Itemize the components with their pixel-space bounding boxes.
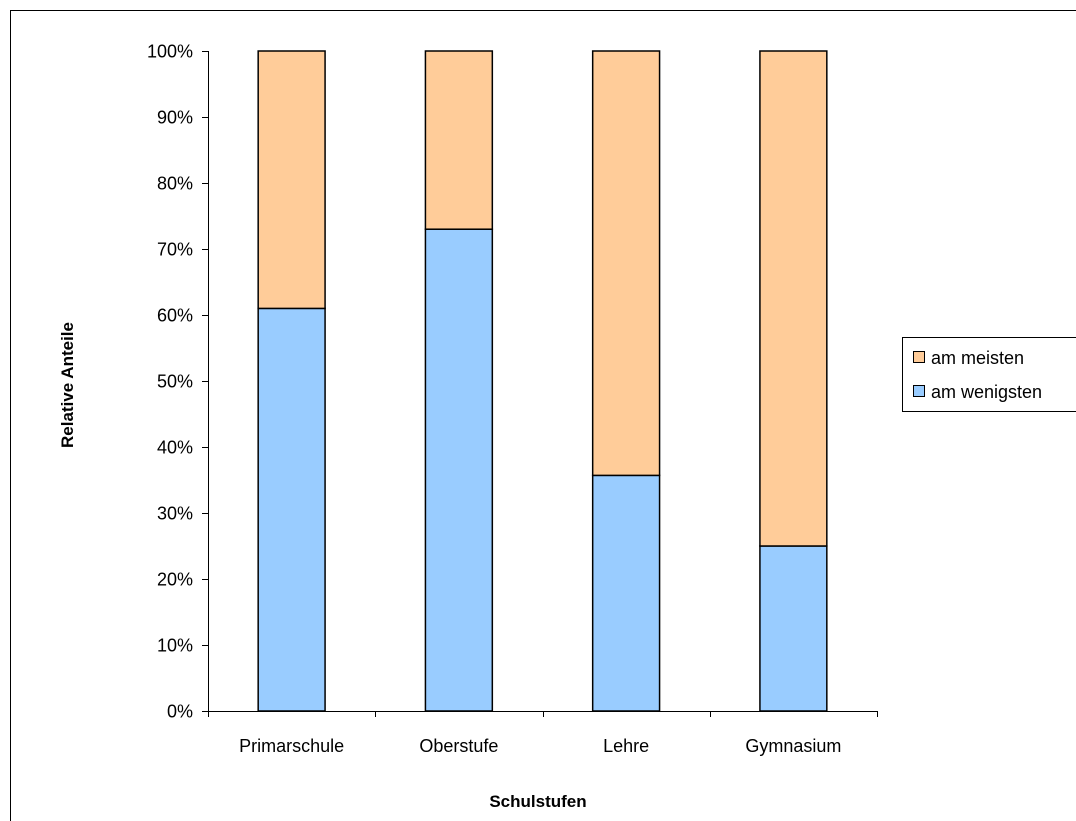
x-tick-label: Lehre <box>603 736 649 756</box>
y-axis: 0% 10% 20% 30% 40% 50% 60% 70% 80% 90% 100% <box>147 42 209 722</box>
legend-label-am-meisten: am meisten <box>931 348 1024 368</box>
bar-segment <box>424 228 494 712</box>
y-tick-label: 10% <box>157 636 193 656</box>
y-tick-label: 90% <box>157 108 193 128</box>
bar-segment <box>257 307 326 712</box>
bar-segment <box>424 50 494 230</box>
bar-segment <box>759 50 828 547</box>
y-tick-label: 70% <box>157 240 193 260</box>
bar-segment <box>591 474 661 712</box>
y-tick-label: 50% <box>157 372 193 392</box>
y-tick-label: 100% <box>147 42 193 62</box>
bar-segment <box>257 50 326 310</box>
legend-swatch-am-meisten <box>913 351 925 363</box>
legend: am meisten am wenigsten <box>902 337 1076 412</box>
legend-frame <box>902 337 1076 412</box>
bar-segment <box>591 50 661 477</box>
y-tick-label: 80% <box>157 174 193 194</box>
bars <box>257 50 828 712</box>
x-tick-label: Primarschule <box>239 736 344 756</box>
y-tick-label: 0% <box>167 702 193 722</box>
y-axis-title: Relative Anteile <box>58 322 77 448</box>
y-tick-label: 60% <box>157 306 193 326</box>
y-tick-label: 30% <box>157 504 193 524</box>
y-tick-label: 40% <box>157 438 193 458</box>
x-tick-label: Oberstufe <box>419 736 498 756</box>
legend-swatch-am-wenigsten <box>913 385 925 397</box>
bar-segment <box>759 545 828 712</box>
chart-frame <box>10 10 1076 821</box>
x-tick-label: Gymnasium <box>745 736 841 756</box>
y-tick-label: 20% <box>157 570 193 590</box>
legend-label-am-wenigsten: am wenigsten <box>931 382 1042 402</box>
x-axis-title: Schulstufen <box>489 792 586 811</box>
